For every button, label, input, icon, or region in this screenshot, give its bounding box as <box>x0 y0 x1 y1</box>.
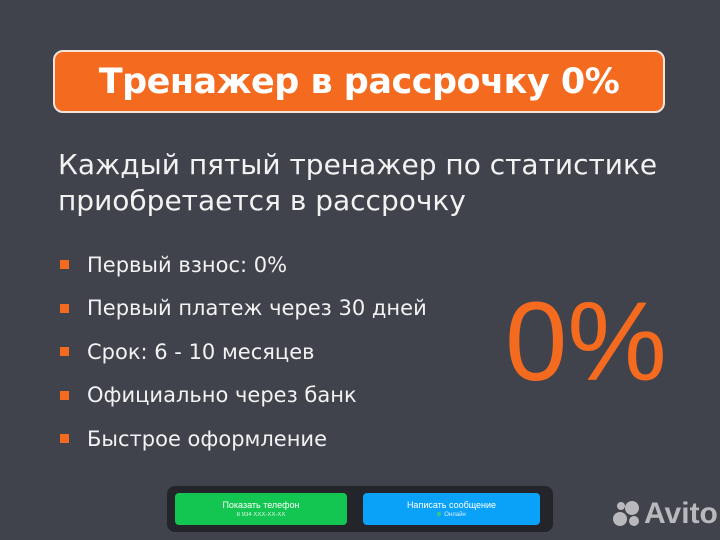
write-message-label: Написать сообщение <box>406 500 497 510</box>
subtitle-line-1: Каждый пятый тренажер по статистике <box>58 148 658 181</box>
avito-text: Avito <box>644 497 718 530</box>
write-message-button[interactable]: Написать сообщение Онлайн <box>363 493 540 525</box>
banner-title: Тренажер в рассрочку 0% <box>98 61 620 102</box>
list-item: Быстрое оформление <box>60 417 427 461</box>
feature-text: Срок: 6 - 10 месяцев <box>87 339 315 364</box>
online-status: Онлайн <box>437 512 466 518</box>
phone-number: 8 934 XXX-XX-XX <box>236 512 286 518</box>
list-item: Официально через банк <box>60 374 427 418</box>
avito-dots-icon <box>613 501 639 526</box>
bullet-icon <box>60 390 69 400</box>
bullet-icon <box>60 303 69 313</box>
show-phone-button[interactable]: Показать телефон 8 934 XXX-XX-XX <box>175 493 347 525</box>
online-text: Онлайн <box>444 512 466 518</box>
contact-bar: Показать телефон 8 934 XXX-XX-XX Написат… <box>167 486 553 532</box>
bullet-icon <box>60 347 69 357</box>
list-item: Первый платеж через 30 дней <box>60 287 427 331</box>
bullet-icon <box>60 434 69 444</box>
bullet-icon <box>60 260 69 270</box>
list-item: Первый взнос: 0% <box>60 243 427 287</box>
feature-text: Официально через банк <box>87 383 357 408</box>
avito-logo: Avito <box>612 497 718 531</box>
feature-text: Первый взнос: 0% <box>87 252 288 277</box>
list-item: Срок: 6 - 10 месяцев <box>60 330 427 374</box>
big-percent: 0% <box>505 279 667 404</box>
feature-text: Первый платеж через 30 дней <box>87 296 427 321</box>
online-dot-icon <box>437 512 442 516</box>
subtitle-line-2: приобретается в рассрочку <box>58 184 466 217</box>
subtitle: Каждый пятый тренажер по статистике прио… <box>58 147 698 219</box>
title-banner: Тренажер в рассрочку 0% <box>53 50 665 113</box>
feature-text: Быстрое оформление <box>87 426 328 451</box>
feature-list: Первый взнос: 0% Первый платеж через 30 … <box>60 243 427 461</box>
show-phone-label: Показать телефон <box>222 500 300 510</box>
